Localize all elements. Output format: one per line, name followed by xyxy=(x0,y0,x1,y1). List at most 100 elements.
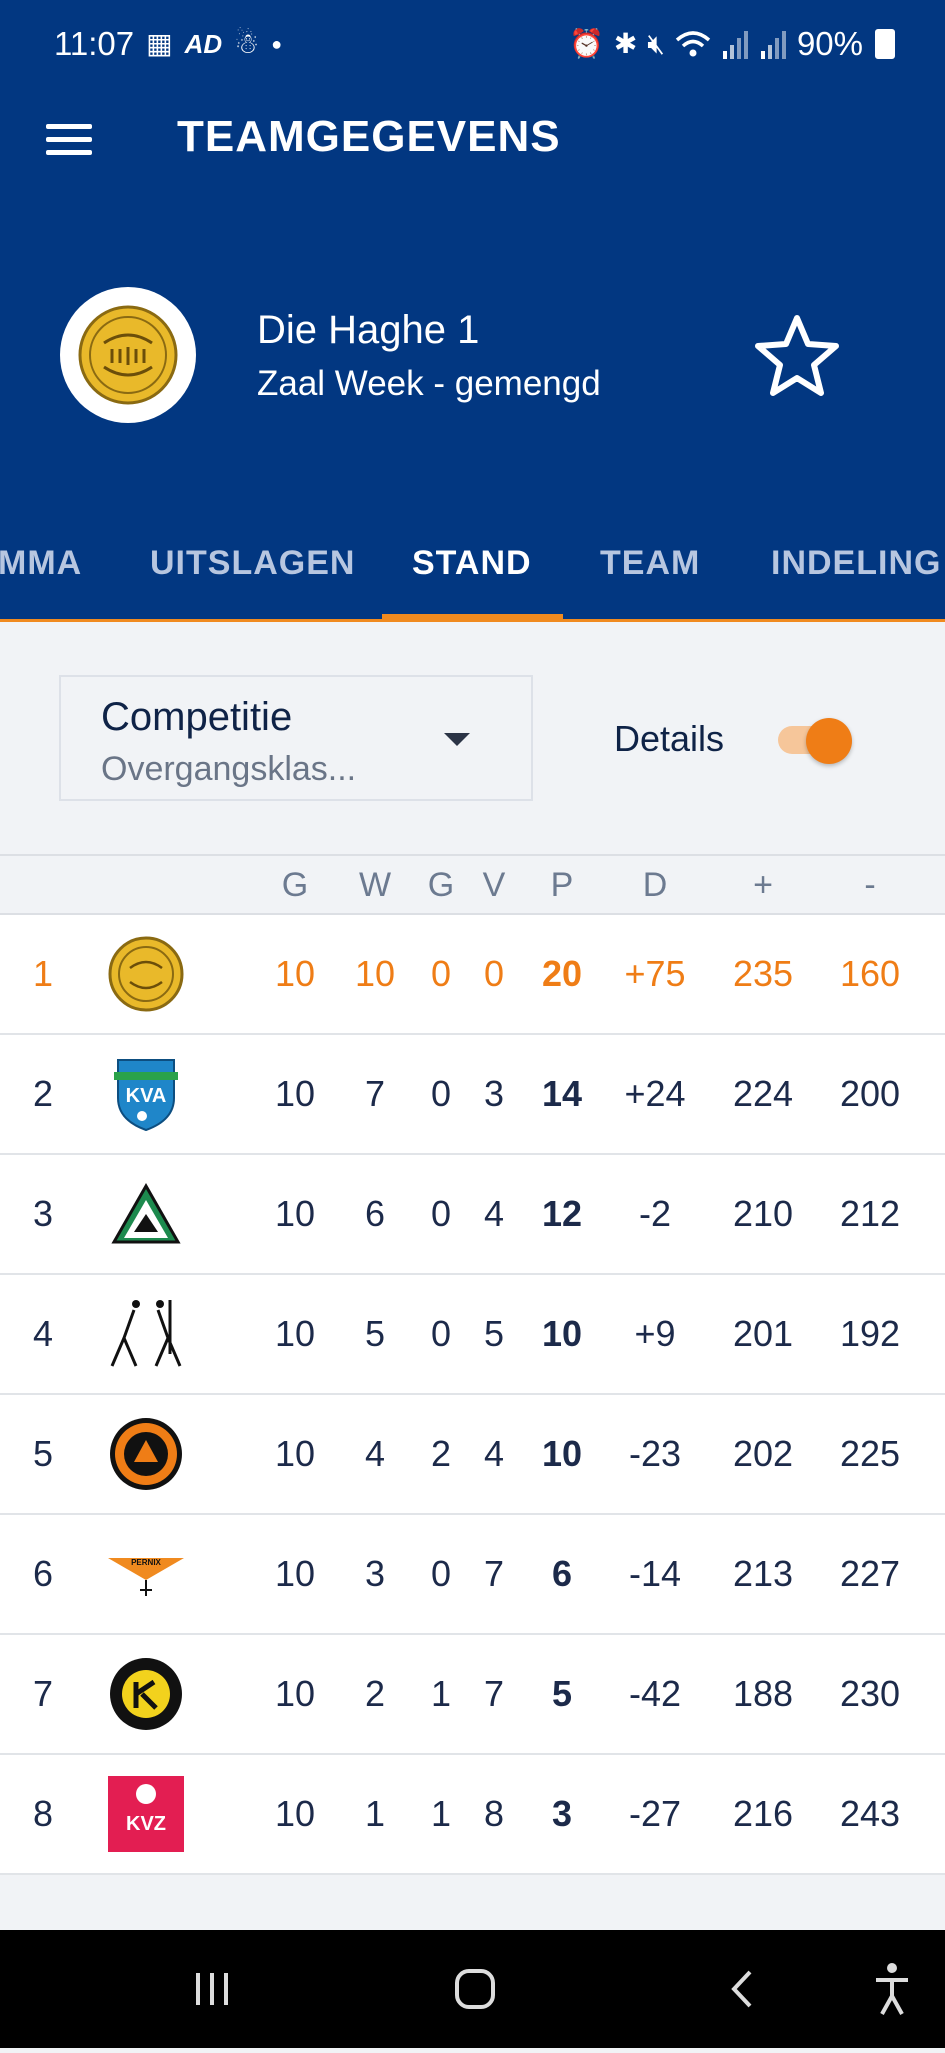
w-cell: 10 xyxy=(354,953,396,994)
p-cell: 14 xyxy=(541,1073,583,1114)
plus-cell: 201 xyxy=(732,1313,794,1354)
column-header-against: - xyxy=(864,866,876,904)
battery-icon xyxy=(875,29,895,59)
gl-cell: 1 xyxy=(430,1793,452,1834)
d-cell: +75 xyxy=(624,953,686,994)
column-header-for: + xyxy=(753,866,773,904)
signal-icon xyxy=(722,31,748,59)
plus-cell: 216 xyxy=(732,1793,794,1834)
tab-stand[interactable]: STAND xyxy=(412,544,532,582)
gl-cell: 1 xyxy=(430,1673,452,1714)
v-cell: 4 xyxy=(483,1433,505,1474)
table-row[interactable]: 7 10 2 1 7 5 -42 188 230 xyxy=(0,1635,945,1755)
minus-cell: 227 xyxy=(839,1553,901,1594)
tab-uitslagen[interactable]: UITSLAGEN xyxy=(150,544,356,582)
minus-cell: 160 xyxy=(839,953,901,994)
signal-icon xyxy=(760,31,786,59)
black-yellow-club-logo xyxy=(106,1654,186,1734)
column-header-won: W xyxy=(358,866,392,904)
p-cell: 3 xyxy=(551,1793,573,1834)
v-cell: 8 xyxy=(483,1793,505,1834)
p-cell: 6 xyxy=(551,1553,573,1594)
korfball-players-logo xyxy=(106,1294,186,1374)
w-cell: 5 xyxy=(364,1313,386,1354)
toggle-knob xyxy=(806,718,852,764)
table-row[interactable]: 4 10 5 0 5 10 +9 201 192 xyxy=(0,1275,945,1395)
minus-cell: 225 xyxy=(839,1433,901,1474)
table-row[interactable]: 8 KVZ 10 1 1 8 3 -27 216 243 xyxy=(0,1755,945,1875)
rank-cell: 1 xyxy=(32,953,54,994)
table-row[interactable]: 2 KVA 10 7 0 3 14 +24 224 200 xyxy=(0,1035,945,1155)
back-icon[interactable] xyxy=(682,1930,802,2048)
table-row[interactable]: 5 10 4 2 4 10 -23 202 225 xyxy=(0,1395,945,1515)
page-title: TEAMGEGEVENS xyxy=(177,112,561,161)
gl-cell: 0 xyxy=(430,1313,452,1354)
status-time: 11:07 xyxy=(54,25,135,62)
minus-cell: 230 xyxy=(839,1673,901,1714)
w-cell: 4 xyxy=(364,1433,386,1474)
gl-cell: 0 xyxy=(430,953,452,994)
svg-text:PERNIX: PERNIX xyxy=(131,1558,161,1567)
ad-icon: AD xyxy=(184,29,223,59)
d-cell: -14 xyxy=(628,1553,682,1594)
competition-select[interactable]: Competitie Overgangsklas... xyxy=(59,675,533,801)
tab-indeling[interactable]: INDELING xyxy=(771,544,942,582)
gl-cell: 0 xyxy=(430,1073,452,1114)
details-toggle[interactable] xyxy=(776,712,856,764)
dot-icon: ● xyxy=(271,34,283,54)
triangle-club-logo xyxy=(106,1174,186,1254)
bluetooth-icon: ✱ xyxy=(613,28,638,59)
table-row[interactable]: 6 PERNIX 10 3 0 7 6 -14 213 227 xyxy=(0,1515,945,1635)
v-cell: 3 xyxy=(483,1073,505,1114)
column-header-played: G xyxy=(281,866,309,904)
gl-cell: 0 xyxy=(430,1193,452,1234)
svg-text:KVA: KVA xyxy=(126,1085,167,1107)
competition-select-label: Competitie xyxy=(101,695,293,739)
tab-team[interactable]: TEAM xyxy=(600,544,701,582)
accessibility-icon[interactable] xyxy=(832,1930,945,2048)
d-cell: +9 xyxy=(634,1313,676,1354)
battery-level: 90% xyxy=(796,25,863,62)
rank-cell: 6 xyxy=(32,1553,54,1594)
team-subtitle: Zaal Week - gemengd xyxy=(257,364,601,403)
mute-icon: 🔇︎ xyxy=(647,28,665,59)
d-cell: +24 xyxy=(624,1073,686,1114)
table-header: G W G V P D + - xyxy=(0,854,945,915)
g-cell: 10 xyxy=(274,1313,316,1354)
menu-button[interactable] xyxy=(40,116,100,164)
p-cell: 10 xyxy=(541,1313,583,1354)
home-icon[interactable] xyxy=(415,1930,535,2048)
pernix-logo: PERNIX xyxy=(106,1534,186,1614)
app-header: 11:07 ▦ AD ☃ ● ⏰ ✱ 🔇︎ 90% xyxy=(0,0,945,622)
g-cell: 10 xyxy=(274,1433,316,1474)
plus-cell: 202 xyxy=(732,1433,794,1474)
p-cell: 10 xyxy=(541,1433,583,1474)
plus-cell: 188 xyxy=(732,1673,794,1714)
g-cell: 10 xyxy=(274,1193,316,1234)
column-header-points: P xyxy=(550,866,574,904)
standings-table: G W G V P D + - 1 10 10 0 0 20 +75 235 160 2 KVA 10… xyxy=(0,854,945,1875)
minus-cell: 212 xyxy=(839,1193,901,1234)
table-row[interactable]: 3 10 6 0 4 12 -2 210 212 xyxy=(0,1155,945,1275)
kvz-logo: KVZ xyxy=(106,1774,186,1854)
plus-cell: 213 xyxy=(732,1553,794,1594)
wifi-icon xyxy=(675,31,711,57)
g-cell: 10 xyxy=(274,1553,316,1594)
tab-programma[interactable]: MMA xyxy=(0,544,83,582)
gl-cell: 2 xyxy=(430,1433,452,1474)
d-cell: -2 xyxy=(638,1193,672,1234)
v-cell: 7 xyxy=(483,1673,505,1714)
rank-cell: 8 xyxy=(32,1793,54,1834)
kv-vitesse-logo xyxy=(106,1414,186,1494)
plus-cell: 224 xyxy=(732,1073,794,1114)
table-row[interactable]: 1 10 10 0 0 20 +75 235 160 xyxy=(0,915,945,1035)
kva-logo: KVA xyxy=(106,1054,186,1134)
w-cell: 3 xyxy=(364,1553,386,1594)
p-cell: 20 xyxy=(541,953,583,994)
w-cell: 1 xyxy=(364,1793,386,1834)
w-cell: 7 xyxy=(364,1073,386,1114)
details-label: Details xyxy=(614,718,725,759)
recent-apps-icon[interactable] xyxy=(152,1930,272,2048)
favorite-star-icon[interactable] xyxy=(750,310,844,404)
team-logo xyxy=(60,287,196,423)
